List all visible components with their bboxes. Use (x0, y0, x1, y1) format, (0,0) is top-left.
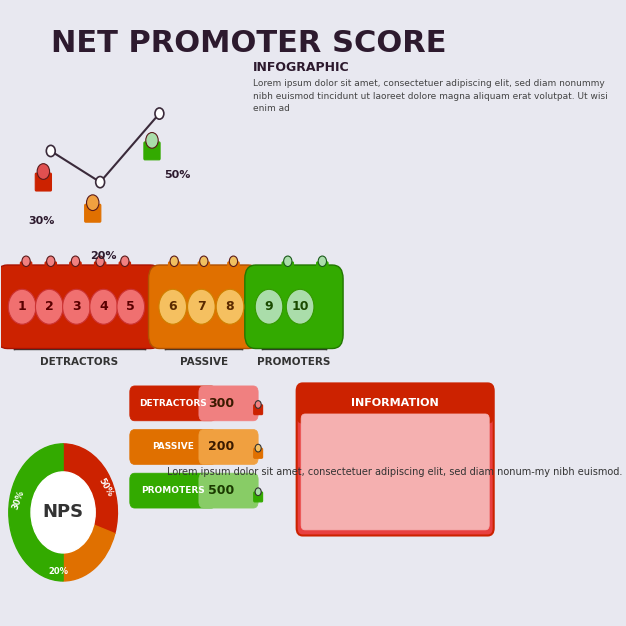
FancyBboxPatch shape (297, 383, 494, 535)
Text: 500: 500 (208, 484, 234, 497)
FancyBboxPatch shape (130, 473, 216, 508)
Circle shape (284, 256, 292, 267)
Text: 30%: 30% (29, 217, 55, 227)
FancyBboxPatch shape (254, 404, 263, 414)
Text: PASSIVE: PASSIVE (151, 443, 193, 451)
FancyBboxPatch shape (254, 492, 263, 502)
FancyBboxPatch shape (245, 265, 343, 349)
FancyBboxPatch shape (228, 262, 239, 275)
Text: 200: 200 (208, 441, 234, 453)
Text: NPS: NPS (43, 503, 84, 521)
FancyBboxPatch shape (130, 429, 216, 464)
Text: PROMOTERS: PROMOTERS (257, 357, 331, 367)
Circle shape (255, 401, 261, 408)
Circle shape (8, 289, 36, 324)
Text: 9: 9 (265, 300, 274, 313)
Circle shape (31, 472, 95, 553)
Text: 50%: 50% (96, 476, 114, 498)
Text: 20%: 20% (48, 567, 68, 576)
Text: 7: 7 (197, 300, 206, 313)
Circle shape (255, 488, 261, 496)
FancyBboxPatch shape (199, 386, 258, 421)
Text: Lorem ipsum dolor sit amet, consectetuer adipiscing elit, sed diam nonummy nibh : Lorem ipsum dolor sit amet, consectetuer… (253, 80, 608, 113)
FancyBboxPatch shape (282, 262, 294, 275)
Wedge shape (9, 444, 63, 581)
Text: INFORMATION: INFORMATION (351, 398, 439, 408)
FancyBboxPatch shape (21, 262, 32, 275)
Circle shape (36, 289, 63, 324)
Text: Lorem ipsum dolor sit amet, consectetuer adipiscing elit, sed diam nonum-my nibh: Lorem ipsum dolor sit amet, consectetuer… (168, 467, 623, 477)
Circle shape (37, 163, 49, 180)
Text: 300: 300 (208, 397, 234, 410)
Circle shape (318, 256, 327, 267)
Circle shape (86, 195, 99, 210)
Circle shape (146, 133, 158, 148)
Circle shape (159, 289, 187, 324)
FancyBboxPatch shape (198, 262, 210, 275)
Text: DETRACTORS: DETRACTORS (40, 357, 118, 367)
FancyBboxPatch shape (317, 262, 328, 275)
Circle shape (71, 256, 80, 267)
Text: INFOGRAPHIC: INFOGRAPHIC (253, 61, 350, 74)
FancyBboxPatch shape (85, 204, 101, 222)
Circle shape (117, 289, 145, 324)
Text: PROMOTERS: PROMOTERS (141, 486, 205, 495)
FancyBboxPatch shape (0, 265, 162, 349)
Text: 2: 2 (45, 300, 54, 313)
Circle shape (188, 289, 215, 324)
Circle shape (121, 256, 129, 267)
Circle shape (229, 256, 238, 267)
FancyBboxPatch shape (148, 265, 259, 349)
FancyBboxPatch shape (45, 262, 56, 275)
Circle shape (170, 256, 178, 267)
FancyBboxPatch shape (95, 262, 106, 275)
FancyBboxPatch shape (69, 262, 81, 275)
Text: 30%: 30% (11, 489, 26, 511)
FancyBboxPatch shape (199, 429, 258, 464)
FancyBboxPatch shape (254, 448, 263, 458)
FancyBboxPatch shape (130, 386, 216, 421)
Text: 20%: 20% (90, 250, 117, 260)
FancyBboxPatch shape (119, 262, 131, 275)
Text: 1: 1 (18, 300, 26, 313)
Circle shape (255, 289, 283, 324)
Circle shape (286, 289, 314, 324)
Text: 10: 10 (291, 300, 309, 313)
Wedge shape (63, 525, 115, 581)
Text: 50%: 50% (165, 170, 191, 180)
Circle shape (155, 108, 164, 119)
Text: NET PROMOTER SCORE: NET PROMOTER SCORE (51, 29, 446, 58)
Circle shape (22, 256, 30, 267)
Circle shape (200, 256, 208, 267)
Text: DETRACTORS: DETRACTORS (139, 399, 207, 408)
FancyBboxPatch shape (301, 414, 490, 530)
Circle shape (96, 256, 105, 267)
FancyBboxPatch shape (168, 262, 180, 275)
FancyBboxPatch shape (199, 473, 258, 508)
Text: 4: 4 (100, 300, 108, 313)
Text: 5: 5 (126, 300, 135, 313)
Text: 8: 8 (226, 300, 234, 313)
Text: 6: 6 (168, 300, 177, 313)
Text: 3: 3 (72, 300, 81, 313)
Circle shape (255, 444, 261, 452)
Circle shape (46, 145, 55, 156)
Wedge shape (63, 444, 118, 533)
Circle shape (90, 289, 118, 324)
Circle shape (216, 289, 244, 324)
Circle shape (63, 289, 90, 324)
Text: PASSIVE: PASSIVE (180, 357, 228, 367)
FancyBboxPatch shape (297, 383, 494, 423)
FancyBboxPatch shape (144, 142, 160, 160)
FancyBboxPatch shape (35, 173, 51, 191)
Circle shape (96, 177, 105, 188)
Circle shape (46, 256, 55, 267)
